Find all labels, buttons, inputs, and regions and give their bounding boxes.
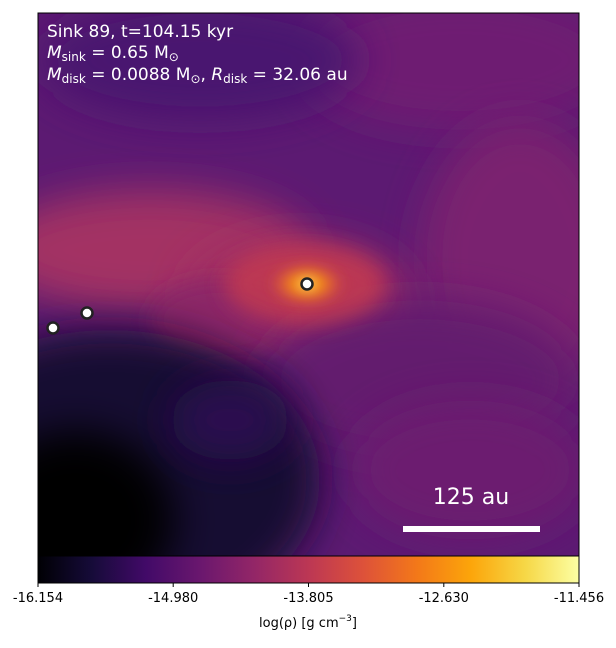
colorbar-tick-label: -16.154 [13,591,63,606]
annotation-line-1: Sink 89, t=104.15 kyr [47,22,233,42]
colorbar-tick-label: -14.980 [148,591,198,606]
colorbar-label: log(ρ) [g cm−3] [259,614,357,631]
density-map [38,13,579,556]
colorbar [37,555,580,584]
sink-left-2-marker [46,321,60,335]
colorbar-tick-label: -11.456 [554,591,604,606]
colorbar-tick-label: -12.630 [419,591,469,606]
scalebar-bar [403,526,540,532]
colorbar-tick-label: -13.805 [283,591,333,606]
colorbar-ticks: -16.154 -14.980 -13.805 -12.630 -11.456 [13,583,604,606]
annotation-line-3: Mdisk = 0.0088 M⊙, Rdisk = 32.06 au [47,65,348,86]
sink-left-1-marker [80,306,94,320]
scalebar-label: 125 au [433,485,509,510]
sink-central-marker [300,277,314,291]
annotation-line-2: Msink = 0.65 M⊙ [47,43,179,64]
